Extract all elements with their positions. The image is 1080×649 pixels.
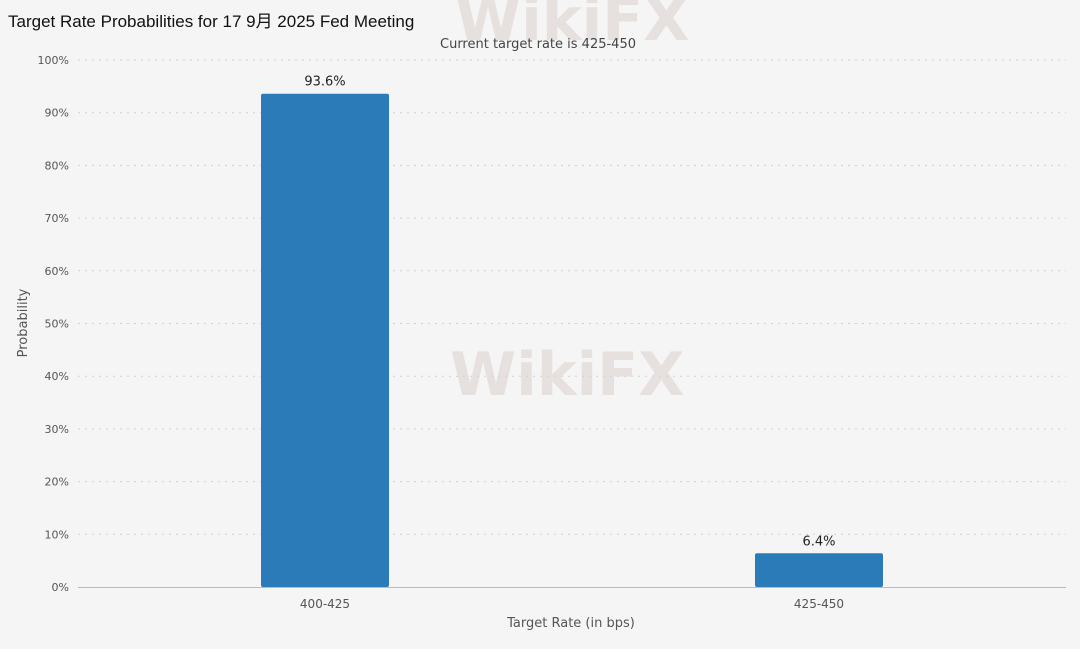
data-labels: 93.6% 6.4% (304, 75, 835, 550)
watermark-text: WikiFX (450, 340, 684, 410)
y-tick-label: 100% (38, 54, 69, 67)
x-axis-title: Target Rate (in bps) (506, 616, 635, 631)
y-tick-label: 80% (45, 159, 69, 172)
data-label: 6.4% (802, 534, 835, 549)
watermark-layer: WikiFX WikiFX (450, 0, 689, 410)
x-tick-label: 425-450 (794, 597, 844, 611)
y-tick-label: 0% (52, 581, 69, 594)
watermark-text: WikiFX (455, 0, 689, 55)
chart-subtitle: Current target rate is 425-450 (440, 37, 636, 52)
x-tick-label: 400-425 (300, 597, 350, 611)
grid-lines (78, 59, 1066, 535)
y-tick-label: 50% (45, 318, 69, 331)
bars (261, 93, 883, 587)
y-tick-label: 90% (45, 107, 69, 120)
data-label: 93.6% (304, 75, 345, 90)
y-axis-ticks: 0% 10% 20% 30% 40% 50% 60% 70% 80% 90% 100% (38, 54, 69, 594)
y-tick-label: 40% (45, 370, 69, 383)
y-tick-label: 10% (45, 528, 69, 541)
y-tick-label: 60% (45, 265, 69, 278)
y-axis-title: Probability (16, 288, 31, 357)
y-tick-label: 30% (45, 423, 69, 436)
y-tick-label: 20% (45, 476, 69, 489)
category-labels: 400-425 425-450 (300, 597, 844, 611)
page-title: Target Rate Probabilities for 17 9月 2025… (8, 12, 415, 31)
bar-400-425 (261, 93, 389, 587)
bar-425-450 (755, 553, 883, 587)
y-tick-label: 70% (45, 212, 69, 225)
